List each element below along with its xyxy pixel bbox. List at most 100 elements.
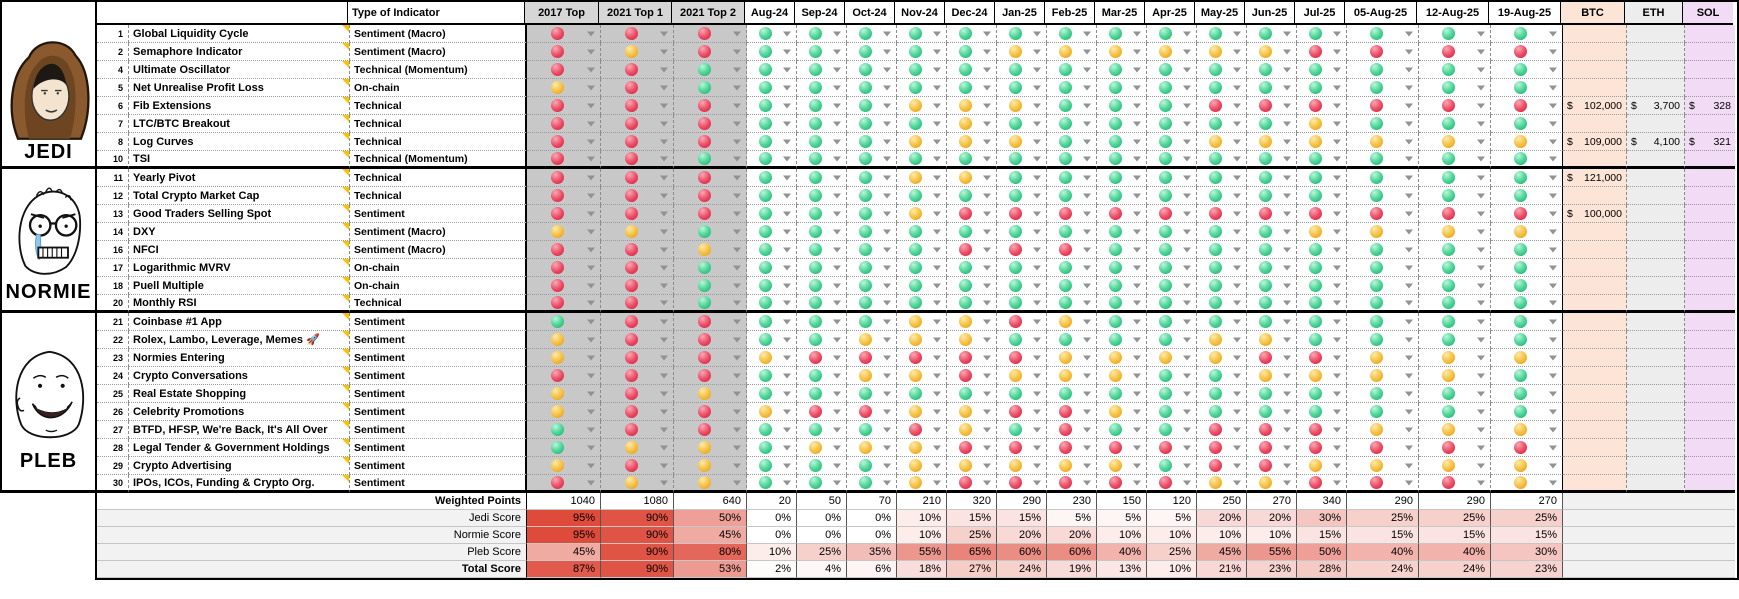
status-dot-green[interactable] bbox=[959, 225, 972, 238]
status-dot-green[interactable] bbox=[1109, 243, 1122, 256]
dropdown-arrow-icon[interactable] bbox=[1083, 85, 1091, 90]
dropdown-arrow-icon[interactable] bbox=[1033, 265, 1041, 270]
dot-cell[interactable] bbox=[747, 475, 797, 493]
status-dot-yellow[interactable] bbox=[1059, 369, 1072, 382]
dot-cell[interactable] bbox=[1097, 43, 1147, 61]
status-dot-red[interactable] bbox=[1059, 207, 1072, 220]
status-dot-red[interactable] bbox=[1009, 351, 1022, 364]
status-dot-red[interactable] bbox=[551, 152, 564, 165]
dropdown-arrow-icon[interactable] bbox=[1133, 463, 1141, 468]
dropdown-arrow-icon[interactable] bbox=[1405, 49, 1413, 54]
indicator-label[interactable]: BTFD, HFSP, We're Back, It's All Over bbox=[129, 421, 350, 439]
dot-cell[interactable] bbox=[747, 169, 797, 187]
dropdown-arrow-icon[interactable] bbox=[1283, 427, 1291, 432]
status-dot-red[interactable] bbox=[551, 27, 564, 40]
status-dot-red[interactable] bbox=[551, 261, 564, 274]
eth-price-cell[interactable] bbox=[1627, 457, 1685, 475]
dot-cell[interactable] bbox=[1247, 187, 1297, 205]
dropdown-arrow-icon[interactable] bbox=[1183, 373, 1191, 378]
dot-cell[interactable] bbox=[797, 241, 847, 259]
dot-cell[interactable] bbox=[1491, 169, 1563, 187]
dot-cell[interactable] bbox=[1297, 367, 1347, 385]
dropdown-arrow-icon[interactable] bbox=[833, 373, 841, 378]
dot-cell[interactable] bbox=[1097, 133, 1147, 151]
dropdown-arrow-icon[interactable] bbox=[1549, 319, 1557, 324]
eth-price-cell[interactable] bbox=[1627, 475, 1685, 493]
status-dot-green[interactable] bbox=[1109, 315, 1122, 328]
dropdown-arrow-icon[interactable] bbox=[933, 409, 941, 414]
dropdown-arrow-icon[interactable] bbox=[1283, 283, 1291, 288]
dropdown-arrow-icon[interactable] bbox=[1083, 300, 1091, 305]
dot-cell[interactable] bbox=[1419, 115, 1491, 133]
sol-price-cell[interactable] bbox=[1685, 403, 1735, 421]
btc-price-cell[interactable] bbox=[1563, 277, 1627, 295]
dropdown-arrow-icon[interactable] bbox=[1033, 355, 1041, 360]
dot-cell[interactable] bbox=[674, 313, 747, 331]
dropdown-arrow-icon[interactable] bbox=[883, 409, 891, 414]
dot-cell[interactable] bbox=[997, 277, 1047, 295]
status-dot-red[interactable] bbox=[1259, 351, 1272, 364]
dropdown-arrow-icon[interactable] bbox=[833, 156, 841, 161]
status-dot-red[interactable] bbox=[1370, 207, 1383, 220]
status-dot-red[interactable] bbox=[551, 135, 564, 148]
dropdown-arrow-icon[interactable] bbox=[883, 193, 891, 198]
dot-cell[interactable] bbox=[797, 331, 847, 349]
dot-cell[interactable] bbox=[1047, 277, 1097, 295]
dot-cell[interactable] bbox=[1147, 205, 1197, 223]
dropdown-arrow-icon[interactable] bbox=[1133, 427, 1141, 432]
dot-cell[interactable] bbox=[997, 133, 1047, 151]
dropdown-arrow-icon[interactable] bbox=[883, 463, 891, 468]
status-dot-green[interactable] bbox=[809, 152, 822, 165]
status-dot-green[interactable] bbox=[1209, 189, 1222, 202]
status-dot-green[interactable] bbox=[1209, 117, 1222, 130]
status-dot-yellow[interactable] bbox=[1259, 135, 1272, 148]
indicator-label[interactable]: Net Unrealise Profit Loss bbox=[129, 79, 350, 97]
dot-cell[interactable] bbox=[1047, 223, 1097, 241]
dot-cell[interactable] bbox=[897, 43, 947, 61]
dot-cell[interactable] bbox=[797, 349, 847, 367]
status-dot-yellow[interactable] bbox=[697, 459, 711, 472]
dot-cell[interactable] bbox=[1197, 43, 1247, 61]
dropdown-arrow-icon[interactable] bbox=[933, 156, 941, 161]
dropdown-arrow-icon[interactable] bbox=[1283, 49, 1291, 54]
dropdown-arrow-icon[interactable] bbox=[983, 283, 991, 288]
status-dot-yellow[interactable] bbox=[909, 369, 922, 382]
dropdown-arrow-icon[interactable] bbox=[1549, 31, 1557, 36]
dot-cell[interactable] bbox=[747, 61, 797, 79]
status-dot-yellow[interactable] bbox=[959, 315, 972, 328]
summary-value[interactable]: 15% bbox=[1297, 527, 1347, 544]
status-dot-green[interactable] bbox=[809, 225, 822, 238]
dropdown-arrow-icon[interactable] bbox=[1333, 193, 1341, 198]
dot-cell[interactable] bbox=[1147, 115, 1197, 133]
dropdown-arrow-icon[interactable] bbox=[933, 229, 941, 234]
indicator-label[interactable]: Good Traders Selling Spot bbox=[129, 205, 350, 223]
summary-value[interactable]: 20 bbox=[747, 493, 797, 510]
dropdown-arrow-icon[interactable] bbox=[1405, 31, 1413, 36]
status-dot-green[interactable] bbox=[859, 189, 872, 202]
dot-cell[interactable] bbox=[1147, 457, 1197, 475]
dot-cell[interactable] bbox=[1491, 385, 1563, 403]
dropdown-arrow-icon[interactable] bbox=[1183, 156, 1191, 161]
dot-cell[interactable] bbox=[1419, 97, 1491, 115]
status-dot-green[interactable] bbox=[1159, 261, 1172, 274]
dot-cell[interactable] bbox=[1047, 61, 1097, 79]
indicator-type[interactable]: Sentiment (Macro) bbox=[350, 25, 527, 43]
dropdown-arrow-icon[interactable] bbox=[783, 247, 791, 252]
status-dot-green[interactable] bbox=[759, 315, 772, 328]
status-dot-green[interactable] bbox=[759, 189, 772, 202]
dropdown-arrow-icon[interactable] bbox=[1477, 211, 1485, 216]
dot-cell[interactable] bbox=[897, 331, 947, 349]
dropdown-arrow-icon[interactable] bbox=[783, 480, 791, 485]
status-dot-yellow[interactable] bbox=[551, 351, 564, 364]
btc-price-cell[interactable] bbox=[1563, 259, 1627, 277]
dropdown-arrow-icon[interactable] bbox=[587, 31, 595, 36]
status-dot-green[interactable] bbox=[1009, 296, 1022, 309]
dot-cell[interactable] bbox=[797, 439, 847, 457]
dropdown-arrow-icon[interactable] bbox=[1083, 229, 1091, 234]
dot-cell[interactable] bbox=[1247, 25, 1297, 43]
dropdown-arrow-icon[interactable] bbox=[1233, 229, 1241, 234]
btc-price-cell[interactable] bbox=[1563, 79, 1627, 97]
status-dot-yellow[interactable] bbox=[959, 171, 972, 184]
summary-value[interactable]: 6% bbox=[847, 561, 897, 578]
dropdown-arrow-icon[interactable] bbox=[660, 67, 668, 72]
